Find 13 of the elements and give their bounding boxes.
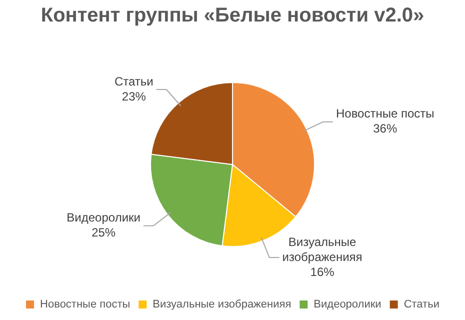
slice-label: Новостные посты	[336, 106, 434, 121]
legend-label: Новостные посты	[40, 298, 130, 311]
legend-label: Визуальные изображенияя	[152, 298, 292, 311]
legend-label: Статьи	[404, 298, 440, 311]
data-label: 25%	[92, 226, 116, 240]
legend-label: Видеоролики	[314, 298, 382, 311]
slice-label: Визуальные изображенияя	[282, 234, 362, 264]
data-label: 36%	[373, 122, 398, 136]
slice-label: Статьи	[114, 74, 154, 88]
data-label: 23%	[122, 89, 146, 104]
data-label: 16%	[310, 264, 335, 279]
chart-title: Контент группы «Белые новости v2.0»	[40, 4, 424, 27]
slice-label: Видеоролики	[66, 210, 140, 225]
